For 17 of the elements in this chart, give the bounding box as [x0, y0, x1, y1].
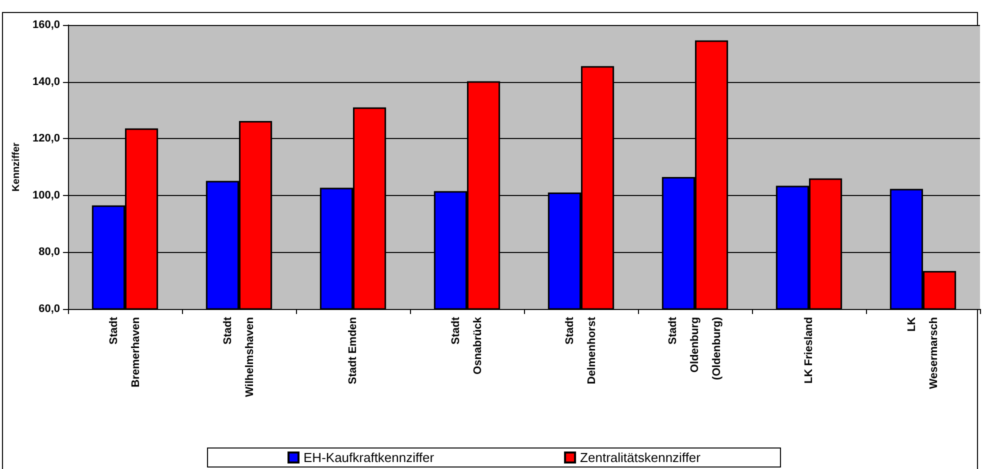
- x-tick-label: Stadt Emden: [347, 316, 359, 384]
- x-tick-label: LK Wesermarsch: [906, 316, 940, 389]
- y-axis-title: Kennziffer: [11, 142, 22, 192]
- y-tick-label: 80,0: [38, 246, 60, 258]
- x-tick-label: Stadt Osnabrück: [450, 316, 484, 374]
- legend-label: EH-Kaufkraftkennziffer: [304, 450, 435, 465]
- y-tick-label: 160,0: [32, 19, 60, 31]
- x-tick-label: Stadt Wilhelmshaven: [222, 316, 256, 397]
- y-tick-label: 120,0: [32, 132, 60, 145]
- legend-label: Zentralitätskennziffer: [580, 450, 702, 465]
- x-tick-label: LK Friesland: [803, 317, 815, 384]
- y-tick-label: 100,0: [32, 189, 60, 202]
- x-tick-label: Stadt Delmenhorst: [564, 316, 598, 384]
- y-tick-label: 140,0: [32, 76, 60, 88]
- y-tick-label: 60,0: [38, 303, 60, 315]
- x-tick-label: Stadt Bremerhaven: [108, 316, 142, 388]
- x-tick-label: Stadt Oldenburg (Oldenburg): [667, 316, 723, 380]
